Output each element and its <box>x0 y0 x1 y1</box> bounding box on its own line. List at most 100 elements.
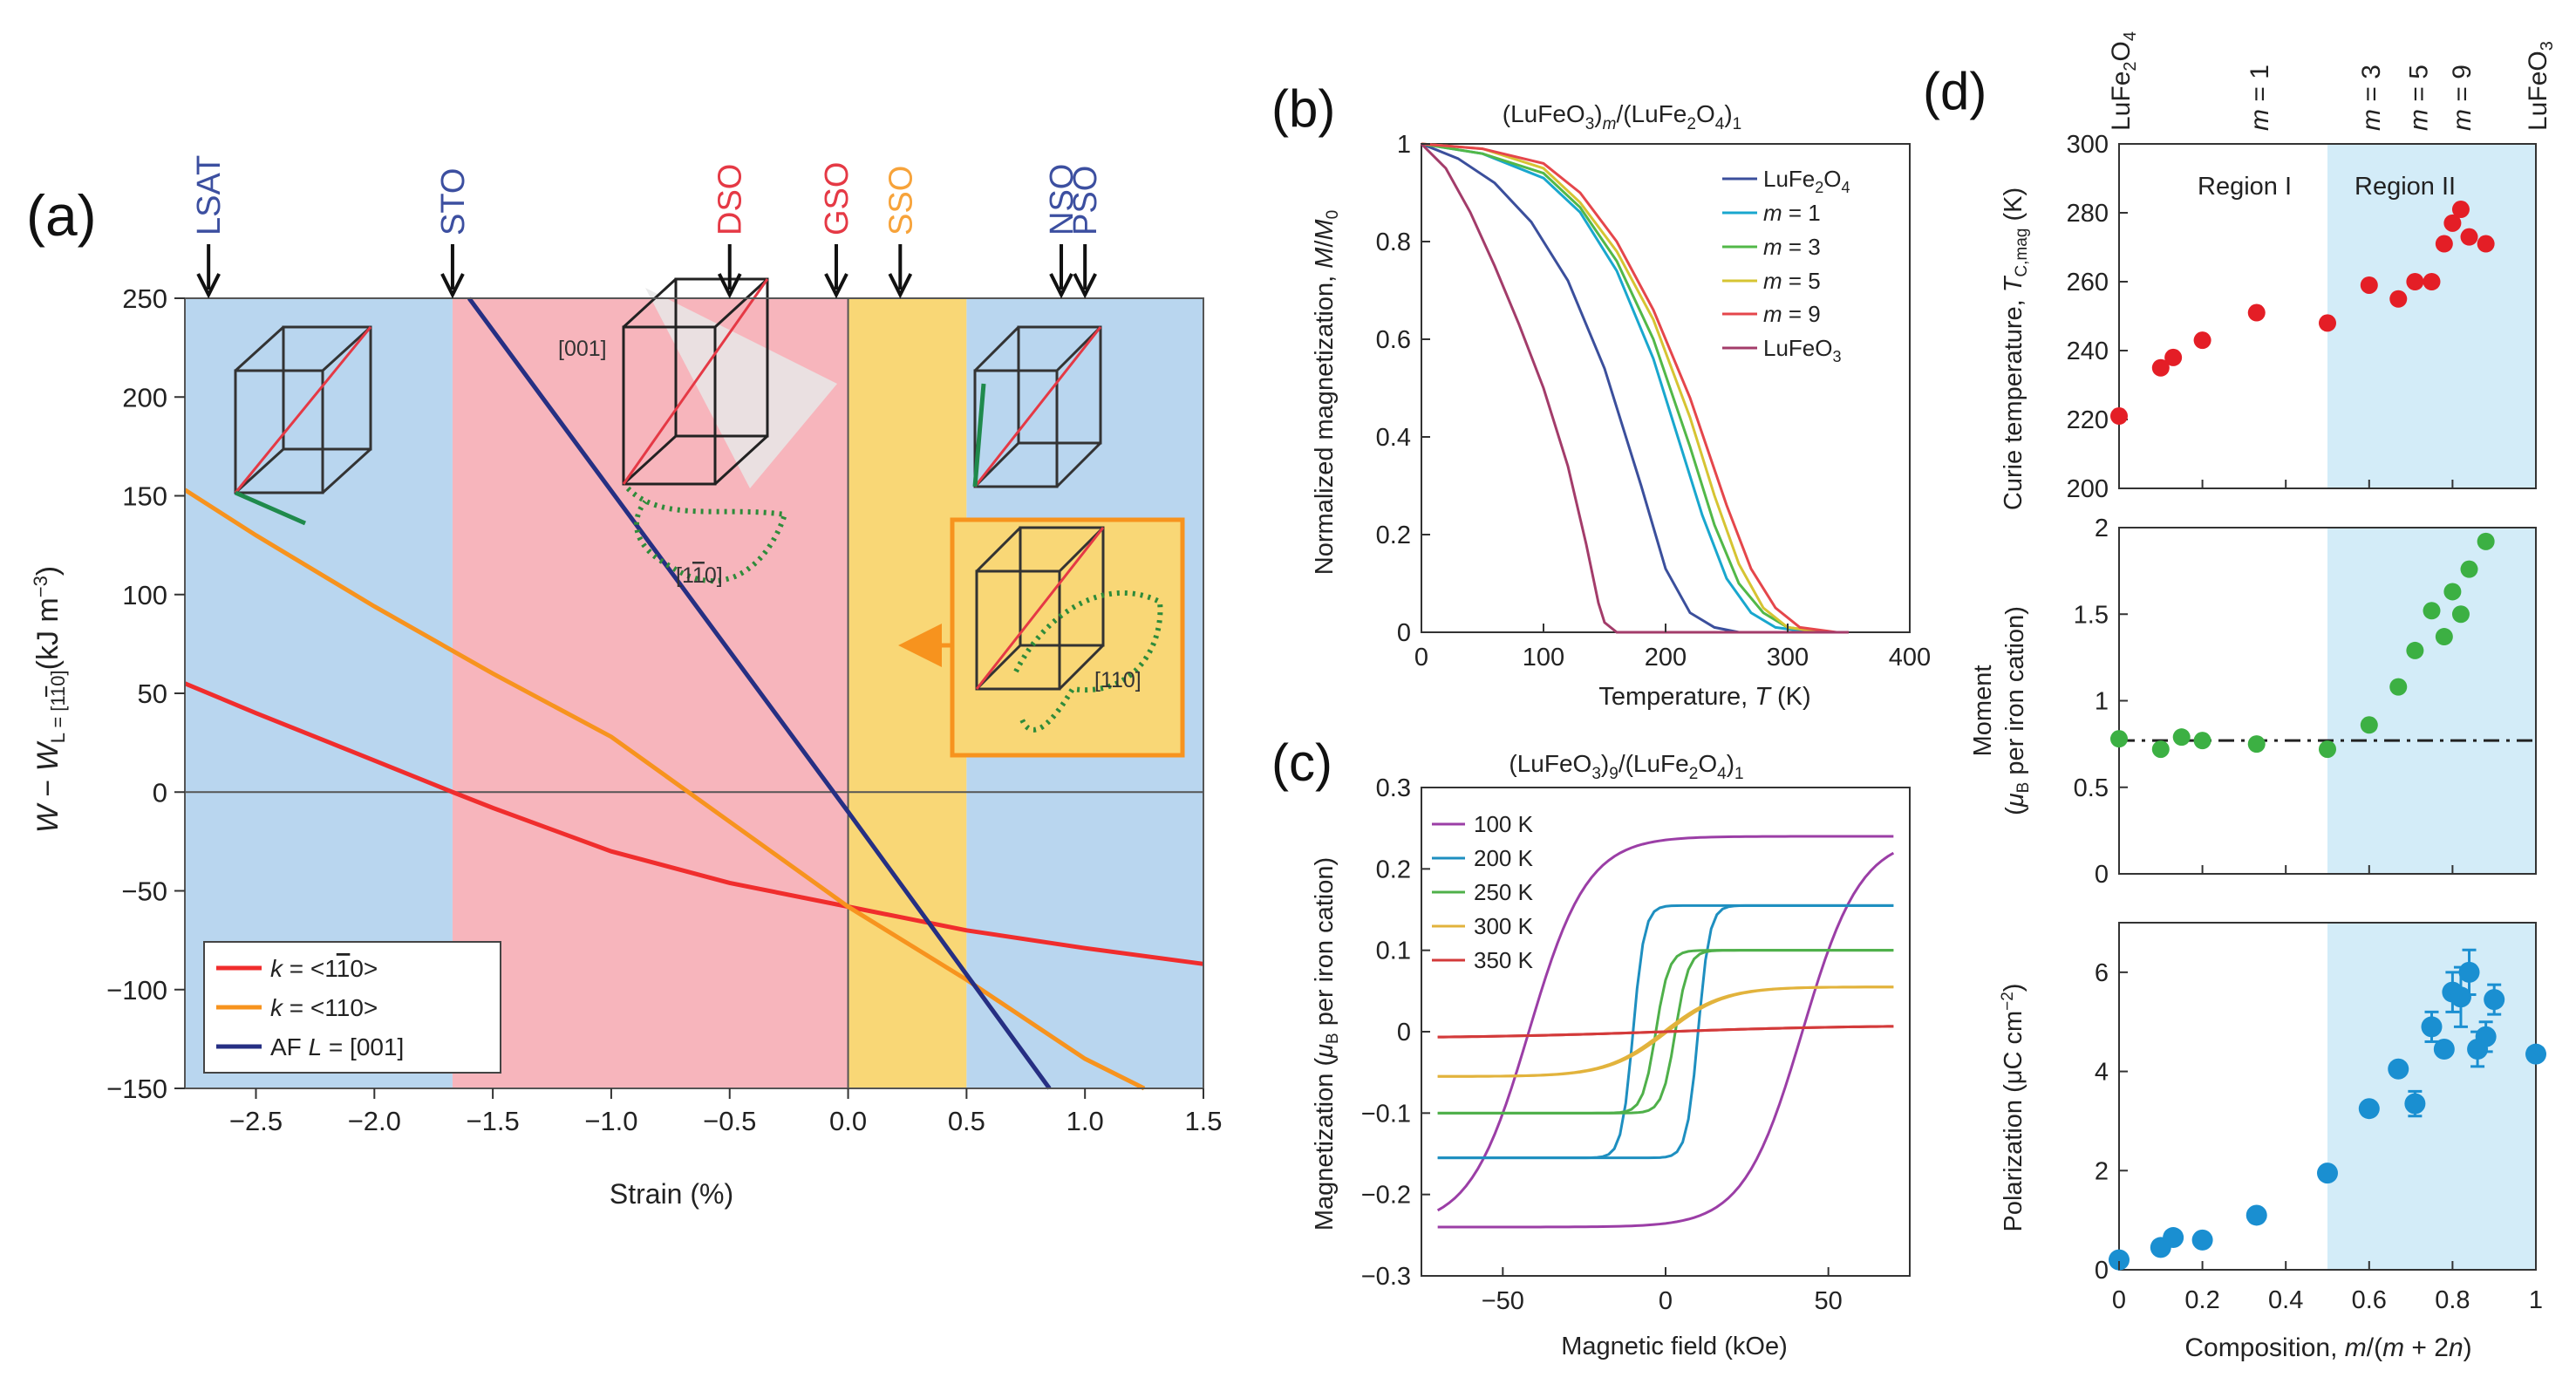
panel-a-zero-line <box>185 298 1203 1088</box>
d-region-ii-1 <box>2327 528 2536 874</box>
c-loop-ascending-0 <box>1437 851 1895 1229</box>
d1-y-tick-label-2: 1 <box>2095 688 2109 716</box>
region-2 <box>848 298 967 1088</box>
legend-k1bar10: k = <110> <box>270 955 378 982</box>
inset-cube-dso: [001] [110] <box>558 277 837 588</box>
d2-point-15 <box>2475 1026 2497 1047</box>
d2-point-12 <box>2450 986 2471 1008</box>
panel-d-ylabel-moment-2: (μB per iron cation) <box>2001 606 2033 815</box>
panel-d-xlabel: Composition, m/(m + 2n) <box>2184 1333 2471 1362</box>
d2-y-tick-label-1: 2 <box>2095 1157 2109 1185</box>
b-series-line-0 <box>1421 142 1788 634</box>
d1-y-tick-label-0: 0 <box>2095 861 2109 889</box>
panel-b: (b) (LuFeO3)m/(LuFe2O4)1 0 100 200 300 40000… <box>1271 79 1931 711</box>
y-tick-label-6: 150 <box>122 481 167 512</box>
panel-c-ylabel: Magnetization (μB per iron cation) <box>1311 857 1342 1231</box>
d0-point-1 <box>2151 358 2170 377</box>
substrate-label-dso: DSO <box>712 164 749 235</box>
c-legend-label-4: 350 K <box>1474 947 1534 973</box>
panel-d-plots: 200 220 240 260 280 300 0 0.5 1 1.5 2 0 2 4 6 0 0.2 0.4 0.… <box>2067 131 2546 1314</box>
d1-point-4 <box>2247 735 2266 753</box>
d1-point-2 <box>2172 728 2191 747</box>
c-loop-descending-4 <box>1437 1025 1894 1039</box>
d2-point-10 <box>2433 1038 2455 1060</box>
c-y-tick-label-3: 0 <box>1397 1019 1411 1047</box>
top-label-m3: m = 3 <box>2357 65 2386 131</box>
d0-point-7 <box>2389 290 2408 308</box>
annotation-110: [110] <box>1094 668 1141 692</box>
b-y-tick-label-0: 0 <box>1397 619 1411 647</box>
substrate-arrowhead-6 <box>1073 273 1097 299</box>
d2-point-13 <box>2458 961 2480 983</box>
d-x-tick-label-3: 0.6 <box>2352 1286 2387 1314</box>
legend-m9: m = 9 <box>1763 301 1821 327</box>
b-series-line-1 <box>1421 142 1813 634</box>
c-loop-descending-2 <box>1437 949 1894 1115</box>
d1-point-6 <box>2360 716 2378 734</box>
d0-point-6 <box>2360 276 2378 294</box>
inset-box-110: [110] <box>898 517 1185 758</box>
substrate-arrowhead-0 <box>196 273 221 299</box>
b-series-line-3 <box>1421 142 1825 634</box>
d-region-ii-0 <box>2327 144 2536 488</box>
panel-b-plot: 0 100 200 300 400 0 0.2 0.4 0.6 0.8 1 <box>1376 131 1932 672</box>
panel-d-top-labels: LuFe2O4 m = 1 m = 3 m = 5 m = 9 LuFeO3 <box>2107 31 2557 131</box>
y-tick-label-0: −150 <box>106 1074 167 1104</box>
substrate-arrowhead-4 <box>888 273 913 299</box>
x-tick-label-6: 0.5 <box>948 1106 985 1136</box>
panel-c-xlabel: Magnetic field (kOe) <box>1561 1333 1788 1360</box>
d-frame-0 <box>2118 143 2537 489</box>
legend-m5: m = 5 <box>1763 268 1821 294</box>
d1-point-10 <box>2435 628 2453 646</box>
d0-point-13 <box>2460 228 2478 246</box>
panel-d-ylabel-polarization: Polarization (μC cm−2) <box>1999 984 2027 1232</box>
panel-c-title: (LuFeO3)9/(LuFe2O4)1 <box>1509 750 1743 783</box>
c-y-tick-label-0: −0.3 <box>1361 1263 1411 1291</box>
y-tick-label-3: 0 <box>153 777 167 808</box>
d0-point-9 <box>2423 273 2441 290</box>
panel-a: (a) [001] [110] <box>26 155 1223 1210</box>
panel-d-label: (d) <box>1923 62 1987 120</box>
y-tick-label-4: 50 <box>138 678 167 709</box>
d0-point-0 <box>2110 407 2128 426</box>
panel-d-ylabel-curie: Curie temperature, TC,mag (K) <box>2000 188 2031 510</box>
d2-point-2 <box>2163 1227 2184 1249</box>
y-tick-label-2: −50 <box>121 876 167 907</box>
c-legend-label-2: 250 K <box>1474 879 1534 905</box>
d2-point-0 <box>2109 1249 2130 1271</box>
d0-y-tick-label-3: 260 <box>2067 269 2109 297</box>
d1-point-3 <box>2193 732 2211 750</box>
d2-point-3 <box>2191 1229 2213 1251</box>
series-line-1 <box>183 488 1146 1091</box>
substrate-label-gso: GSO <box>819 162 855 235</box>
substrate-arrowhead-2 <box>717 273 742 299</box>
d1-point-7 <box>2389 678 2408 696</box>
panel-b-label: (b) <box>1271 79 1335 138</box>
d2-y-tick-label-2: 4 <box>2095 1059 2109 1087</box>
panel-a-axes: −2.5 −2.0 −1.5 −1.0 −0.5 0.0 0.5 1.0 1.5 −150 −100… <box>106 283 1222 1136</box>
b-y-tick-label-1: 0.2 <box>1376 522 1411 549</box>
c-x-tick-label-1: 0 <box>1659 1287 1673 1315</box>
panel-c-plot: −50 0 50 −0.3 −0.2 −0.1 0 0.1 0.2 0.3 <box>1361 774 1911 1315</box>
c-legend-label-0: 100 K <box>1474 811 1534 837</box>
x-tick-label-0: −2.5 <box>229 1106 283 1136</box>
d2-point-5 <box>2317 1163 2338 1184</box>
d1-point-8 <box>2406 641 2424 659</box>
d1-y-tick-label-1: 0.5 <box>2074 774 2109 802</box>
d0-point-11 <box>2443 214 2462 232</box>
d1-y-tick-label-3: 1.5 <box>2074 601 2109 629</box>
x-tick-label-2: −1.5 <box>467 1106 520 1136</box>
panel-c: (c) (LuFeO3)9/(LuFe2O4)1 −50 0 50−0.3−0.2−… <box>1271 733 1911 1360</box>
legend-k110: k = <110> <box>270 994 378 1021</box>
panel-d-ylabel-moment-1: Moment <box>1969 665 1997 757</box>
top-label-lufe2o4: LuFe2O4 <box>2107 31 2140 131</box>
x-tick-label-1: −2.0 <box>348 1106 401 1136</box>
substrate-arrowhead-5 <box>1049 273 1073 299</box>
d2-point-17 <box>2525 1043 2546 1065</box>
legend-lufe2o4: LuFe2O4 <box>1763 166 1850 196</box>
b-x-tick-label-1: 100 <box>1523 644 1564 672</box>
d1-point-13 <box>2460 560 2478 578</box>
x-tick-label-5: 0.0 <box>829 1106 867 1136</box>
d2-point-7 <box>2388 1058 2409 1080</box>
x-tick-label-4: −0.5 <box>703 1106 756 1136</box>
